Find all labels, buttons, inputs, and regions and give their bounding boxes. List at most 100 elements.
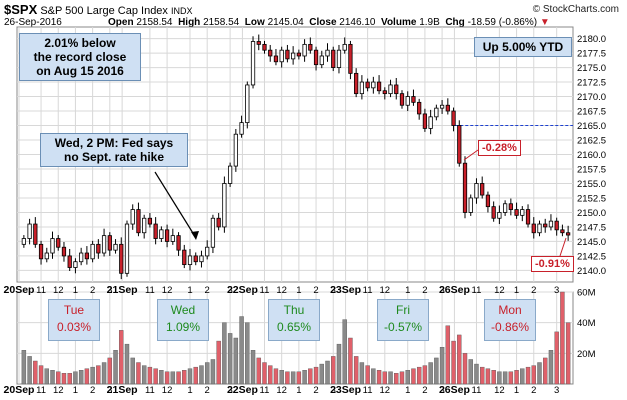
x-tick-label: 11 xyxy=(260,385,270,396)
fed-annotation: Wed, 2 PM: Fed says no Sept. rate hike xyxy=(40,133,188,167)
candle-body xyxy=(21,238,26,245)
volume-bar xyxy=(514,370,519,385)
volume-bar xyxy=(21,350,27,385)
volume-bar xyxy=(434,357,439,385)
x-tick-label: 11 xyxy=(472,385,482,396)
candle-body xyxy=(342,43,347,51)
volume-bar xyxy=(124,343,130,385)
x-tick-label: 1 xyxy=(514,385,519,396)
x-tick-label: 12 xyxy=(494,285,505,296)
candle-body xyxy=(439,104,445,109)
candle-body xyxy=(101,235,107,254)
volume-bar xyxy=(543,357,548,385)
volume-bar xyxy=(273,368,279,385)
volume-bar xyxy=(187,368,193,385)
volume-bar xyxy=(73,371,78,385)
x-tick-label: 11 xyxy=(363,385,373,396)
volume-bar xyxy=(491,370,496,385)
volume-bar xyxy=(222,322,227,385)
volume-bar xyxy=(325,360,330,385)
candle-body xyxy=(187,255,193,266)
candle-body xyxy=(520,209,525,216)
stockcharts-credit: © StockCharts.com xyxy=(532,4,619,15)
candle-body xyxy=(422,113,428,129)
x-tick-label: 3 xyxy=(331,285,336,296)
volume-bar xyxy=(525,366,531,385)
candle-body xyxy=(113,243,118,251)
candle-body xyxy=(61,246,67,257)
last-label-pointer xyxy=(559,237,567,257)
candle-body xyxy=(354,72,359,95)
candle-body xyxy=(199,255,204,263)
volume-bar xyxy=(537,362,542,385)
candle-body xyxy=(302,43,307,57)
volume-bar xyxy=(245,322,250,385)
x-tick-label: 2 xyxy=(313,385,318,396)
candle-body xyxy=(153,223,158,239)
gap-label-pointer xyxy=(463,149,479,161)
candle-body xyxy=(376,81,382,92)
candle-body xyxy=(405,96,410,106)
candle-body xyxy=(308,43,313,51)
volume-bar xyxy=(560,291,565,385)
day-box-fri: Fri -0.57% xyxy=(377,299,429,341)
volume-bar xyxy=(359,362,365,385)
x-tick-label: 3 xyxy=(107,285,112,296)
volume-bar xyxy=(107,357,113,385)
candle-body xyxy=(142,217,147,234)
x-tick-label: 1 xyxy=(73,385,78,396)
volume-bar xyxy=(119,330,124,385)
x-tick-label: 2 xyxy=(531,385,536,396)
candle-body xyxy=(130,209,135,225)
volume-bar xyxy=(84,368,90,385)
volume-bar xyxy=(394,373,399,385)
x-tick-label: 2 xyxy=(205,385,210,396)
volume-bar xyxy=(136,362,141,385)
x-tick-label: 1 xyxy=(405,385,410,396)
volume-bar xyxy=(141,365,147,385)
candle-body xyxy=(107,235,112,251)
volume-bar xyxy=(61,373,67,385)
volume-bar xyxy=(485,368,491,385)
candle-body xyxy=(262,43,267,51)
candle-body xyxy=(399,93,405,106)
gap-pct-label: -0.28% xyxy=(478,140,521,156)
candle-body xyxy=(417,101,422,115)
volume-bar xyxy=(508,371,514,385)
volume-bar xyxy=(256,357,261,385)
x-tick-label: 12 xyxy=(53,385,64,396)
close-value: 2146.10 xyxy=(339,17,376,28)
candle-body xyxy=(176,235,181,251)
volume-bar xyxy=(336,343,342,385)
price-tick-label: 2142.5 xyxy=(577,251,606,262)
volume-bar xyxy=(216,340,221,385)
arrowhead-icon xyxy=(191,231,199,240)
volume-bar xyxy=(250,350,256,385)
candle-body xyxy=(73,261,78,268)
low-value: 2145.04 xyxy=(267,17,304,28)
exchange: INDX xyxy=(171,6,193,16)
candle-body xyxy=(56,238,61,248)
candle-body xyxy=(394,84,399,95)
candle-body xyxy=(560,229,565,234)
candle-body xyxy=(554,220,559,231)
candle-body xyxy=(548,220,554,228)
volume-bar xyxy=(159,370,164,385)
x-tick-label: 12 xyxy=(494,385,505,396)
volume-bar xyxy=(113,350,118,385)
candle-body xyxy=(365,81,370,89)
volume-bar xyxy=(279,370,284,385)
volume-bar xyxy=(308,368,313,385)
volume-bar xyxy=(33,360,38,385)
x-tick-label: 23Sep xyxy=(330,284,361,296)
volume-bar xyxy=(90,366,95,385)
candle-body xyxy=(239,122,244,135)
candle-body xyxy=(537,223,542,234)
volume-bar xyxy=(319,363,324,385)
x-tick-label: 2 xyxy=(90,385,95,396)
volume-bar xyxy=(554,331,559,385)
volume-bar xyxy=(474,363,479,385)
candle-body xyxy=(136,209,141,234)
day-box-tue: Tue 0.03% xyxy=(48,299,100,341)
volume-bar xyxy=(233,337,239,385)
